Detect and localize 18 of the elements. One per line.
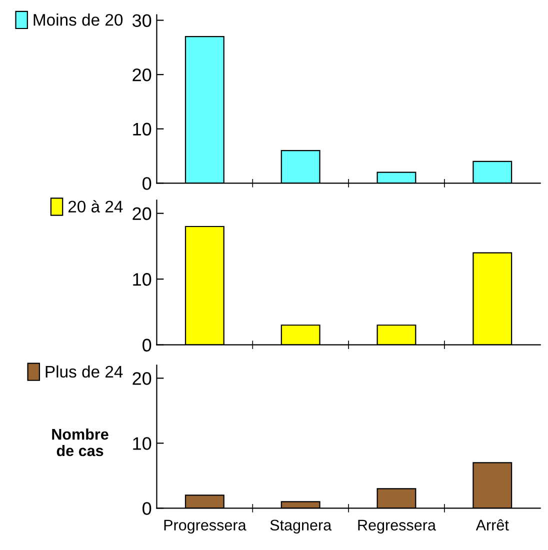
y-tick-label: 30 [132, 14, 152, 27]
legend-label: 20 à 24 [68, 200, 123, 213]
x-tick-label: Progressera [164, 520, 246, 534]
y-tick-label: 10 [133, 273, 152, 286]
x-tick-label: Regressera [358, 520, 436, 534]
y-tick-label: 10 [133, 122, 152, 136]
y-tick-label: 20 [132, 68, 152, 82]
legend-label: Plus de 24 [46, 365, 123, 378]
y-tick-label: 10 [133, 437, 152, 450]
y-tick-label: 20 [132, 207, 152, 220]
y-tick-label: 0 [142, 338, 152, 352]
legend-label: Moins de 20 [34, 14, 123, 26]
y-axis-title: Nombre de cas [52, 428, 108, 456]
x-tick-label: Arrêt [476, 519, 509, 531]
y-tick-label: 0 [142, 177, 152, 190]
y-tick-label: 20 [132, 372, 152, 385]
y-tick-label: 0 [142, 502, 152, 515]
x-tick-label: Stagnera [270, 520, 332, 534]
